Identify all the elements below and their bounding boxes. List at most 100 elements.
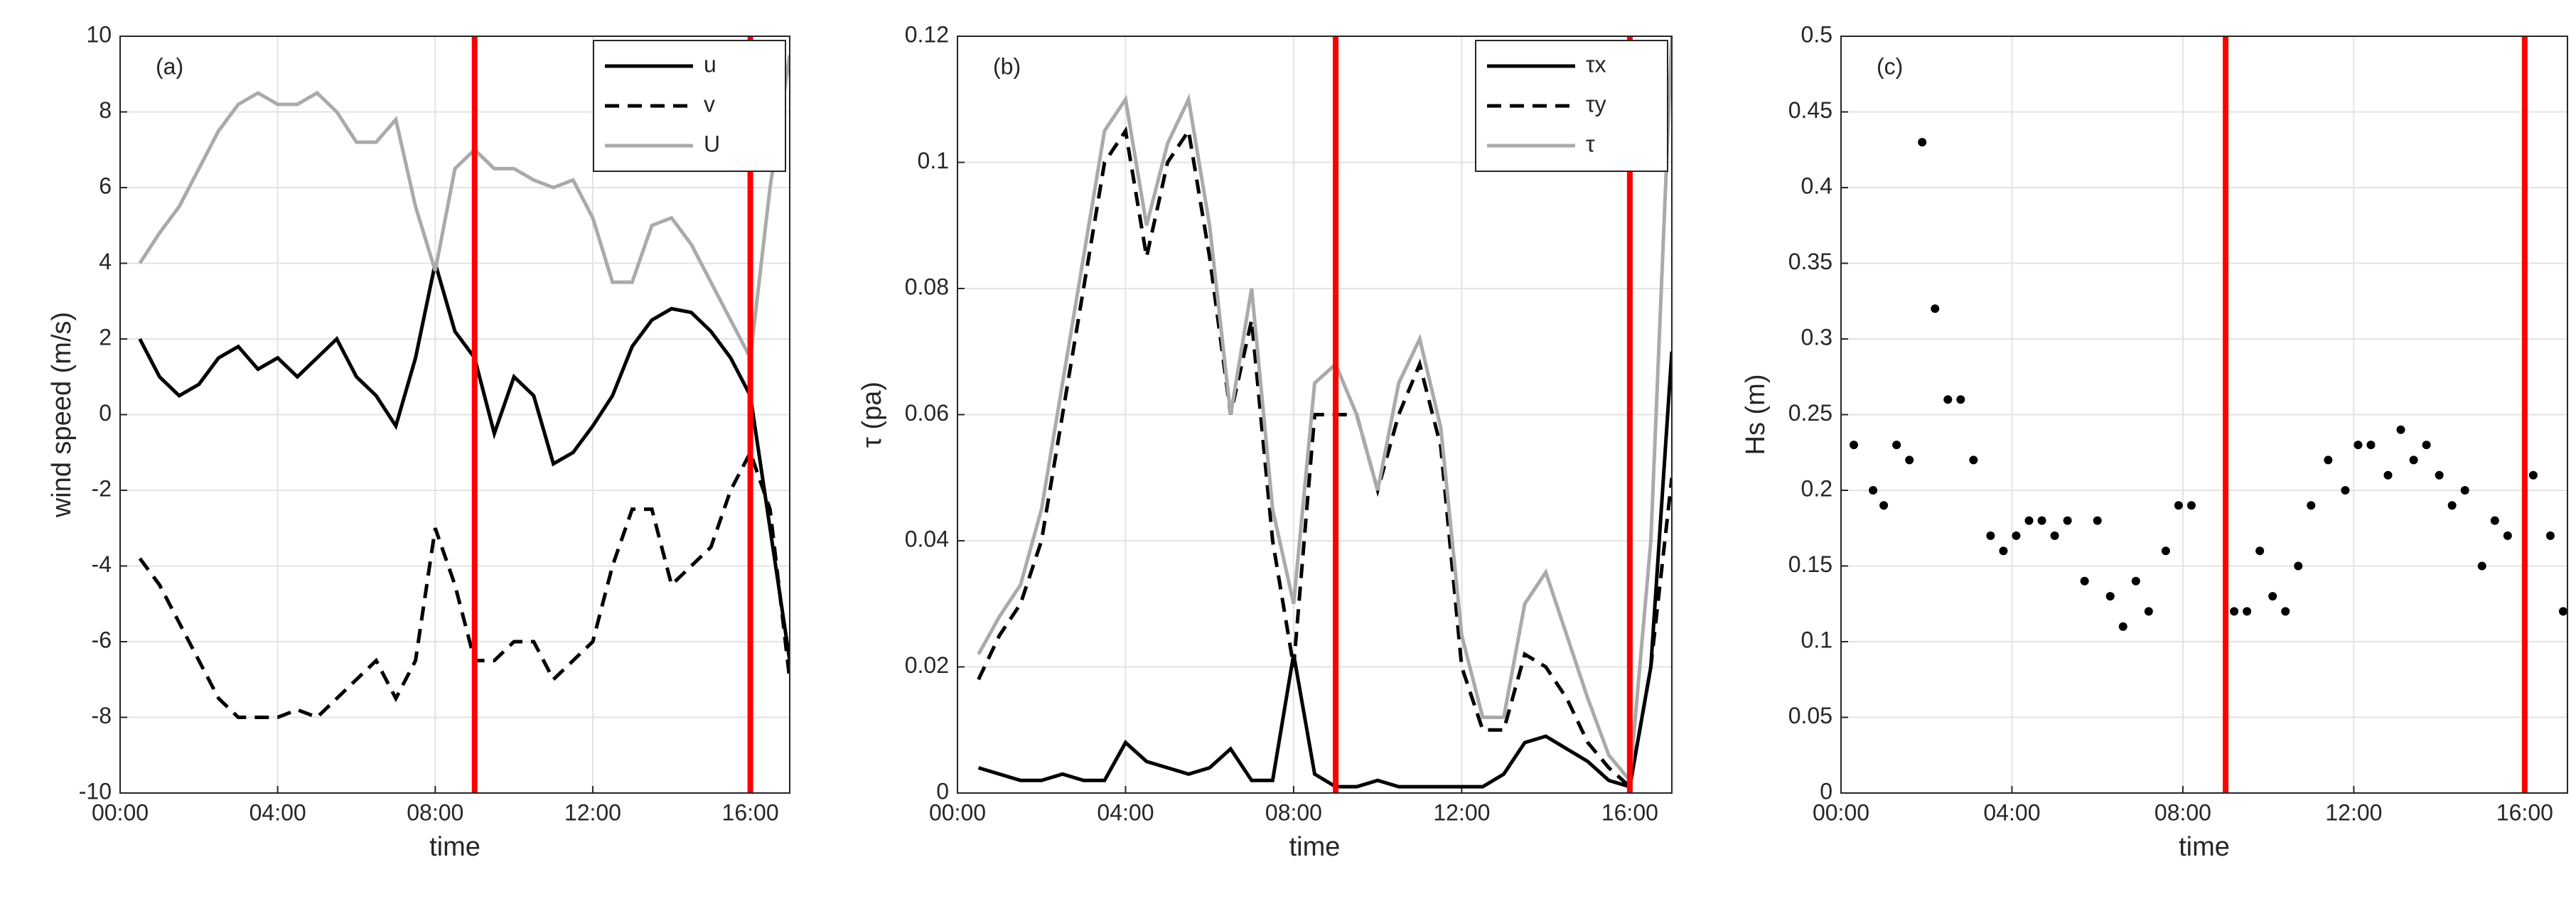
point	[2093, 516, 2102, 525]
point	[2024, 516, 2034, 525]
y-tick-label: 0.35	[1788, 249, 1832, 274]
y-tick-label: -4	[92, 551, 112, 577]
point	[2050, 531, 2059, 540]
y-tick-label: 0.1	[1801, 627, 1832, 652]
data-layer	[1850, 138, 2567, 631]
y-tick-label: 0	[99, 400, 112, 426]
axes-frame	[1840, 36, 2568, 794]
point	[2383, 470, 2393, 480]
y-tick-label: 0.2	[1801, 475, 1832, 501]
point	[2528, 470, 2538, 480]
point	[1999, 546, 2008, 556]
data-layer	[138, 55, 790, 720]
point	[2307, 501, 2316, 510]
y-tick-label: 0.1	[918, 148, 949, 173]
y-tick-label: 10	[86, 21, 112, 47]
y-axis-label: wind speed (m/s)	[47, 312, 77, 518]
panel: 00:00 04:00 08:00 12:00 16:00 0 0.05 0.1 0.15 0.2…	[1741, 21, 2568, 862]
point	[2409, 455, 2418, 465]
point	[2281, 607, 2290, 616]
point	[2503, 531, 2512, 540]
point	[2012, 531, 2021, 540]
point	[2105, 592, 2115, 601]
y-tick-label: 0.25	[1788, 400, 1832, 426]
y-tick-label: 0.05	[1788, 703, 1832, 728]
point	[1879, 501, 1889, 510]
series-line	[138, 448, 790, 720]
x-tick-label: 00:00	[1813, 799, 1869, 825]
panel: 00:00 04:00 08:00 12:00 16:00 -10 -8 -6 -4 -2 0 2 4 6…	[47, 21, 790, 862]
point	[2324, 455, 2333, 465]
point	[2268, 592, 2277, 601]
panel: 00:00 04:00 08:00 12:00 16:00 0 0.02 0.04 0.06 0.…	[857, 21, 1673, 862]
point	[2477, 561, 2486, 571]
point	[1918, 138, 1927, 147]
series-line	[138, 262, 790, 661]
panel-label: (a)	[156, 53, 183, 79]
legend-label: τx	[1586, 51, 1606, 77]
point	[1986, 531, 1995, 540]
point	[2118, 622, 2127, 631]
series-line	[977, 36, 1672, 785]
x-tick-label: 16:00	[2496, 799, 2553, 825]
x-axis-label: time	[2179, 832, 2230, 862]
point	[2490, 516, 2499, 525]
point	[2243, 607, 2252, 616]
panel-label: (c)	[1877, 53, 1903, 79]
y-axis-label: τ (pa)	[857, 382, 887, 448]
data-layer	[977, 36, 1672, 791]
y-tick-label: 0.12	[905, 21, 949, 47]
y-tick-label: 0.15	[1788, 551, 1832, 577]
y-tick-label: 8	[99, 97, 112, 123]
point	[2161, 546, 2170, 556]
x-tick-label: 12:00	[564, 799, 621, 825]
y-tick-label: 6	[99, 173, 112, 198]
x-tick-label: 00:00	[929, 799, 986, 825]
y-tick-label: 4	[99, 249, 112, 274]
point	[1850, 441, 1859, 450]
y-tick-label: 0.4	[1801, 173, 1832, 198]
y-tick-label: 0.08	[905, 274, 949, 299]
x-tick-label: 08:00	[2154, 799, 2211, 825]
point	[1905, 455, 1914, 465]
point	[2255, 546, 2265, 556]
point	[2294, 561, 2303, 571]
point	[2174, 501, 2183, 510]
y-tick-label: 0.5	[1801, 21, 1832, 47]
axes-frame	[119, 36, 790, 794]
point	[2422, 441, 2431, 450]
series-line	[977, 351, 1672, 789]
point	[2558, 607, 2567, 616]
point	[2063, 516, 2072, 525]
y-axis-label: Hs (m)	[1741, 374, 1771, 455]
point	[2435, 470, 2444, 480]
point	[2037, 516, 2046, 525]
panel-label: (b)	[993, 53, 1021, 79]
x-tick-label: 04:00	[249, 799, 306, 825]
y-tick-label: 0	[1820, 778, 1832, 804]
y-tick-label: 0.06	[905, 400, 949, 426]
point	[2545, 531, 2555, 540]
y-tick-label: -10	[79, 778, 112, 804]
legend-label: u	[704, 51, 717, 77]
point	[2460, 486, 2469, 495]
y-tick-label: 0.02	[905, 652, 949, 678]
y-tick-label: -2	[92, 475, 112, 501]
point	[2396, 425, 2405, 434]
legend-box	[1475, 40, 1668, 172]
axes-frame	[957, 36, 1673, 794]
y-tick-label: 0	[936, 778, 949, 804]
x-tick-label: 12:00	[2325, 799, 2382, 825]
y-tick-label: 2	[99, 324, 112, 350]
point	[2366, 441, 2376, 450]
y-tick-label: 0.04	[905, 526, 949, 551]
point	[2341, 486, 2350, 495]
legend-label: U	[704, 131, 720, 156]
point	[1892, 441, 1901, 450]
x-tick-label: 16:00	[722, 799, 779, 825]
y-tick-label: -6	[92, 627, 112, 652]
point	[2447, 501, 2457, 510]
x-tick-label: 08:00	[1265, 799, 1322, 825]
point	[2230, 607, 2239, 616]
legend-box	[593, 40, 786, 172]
